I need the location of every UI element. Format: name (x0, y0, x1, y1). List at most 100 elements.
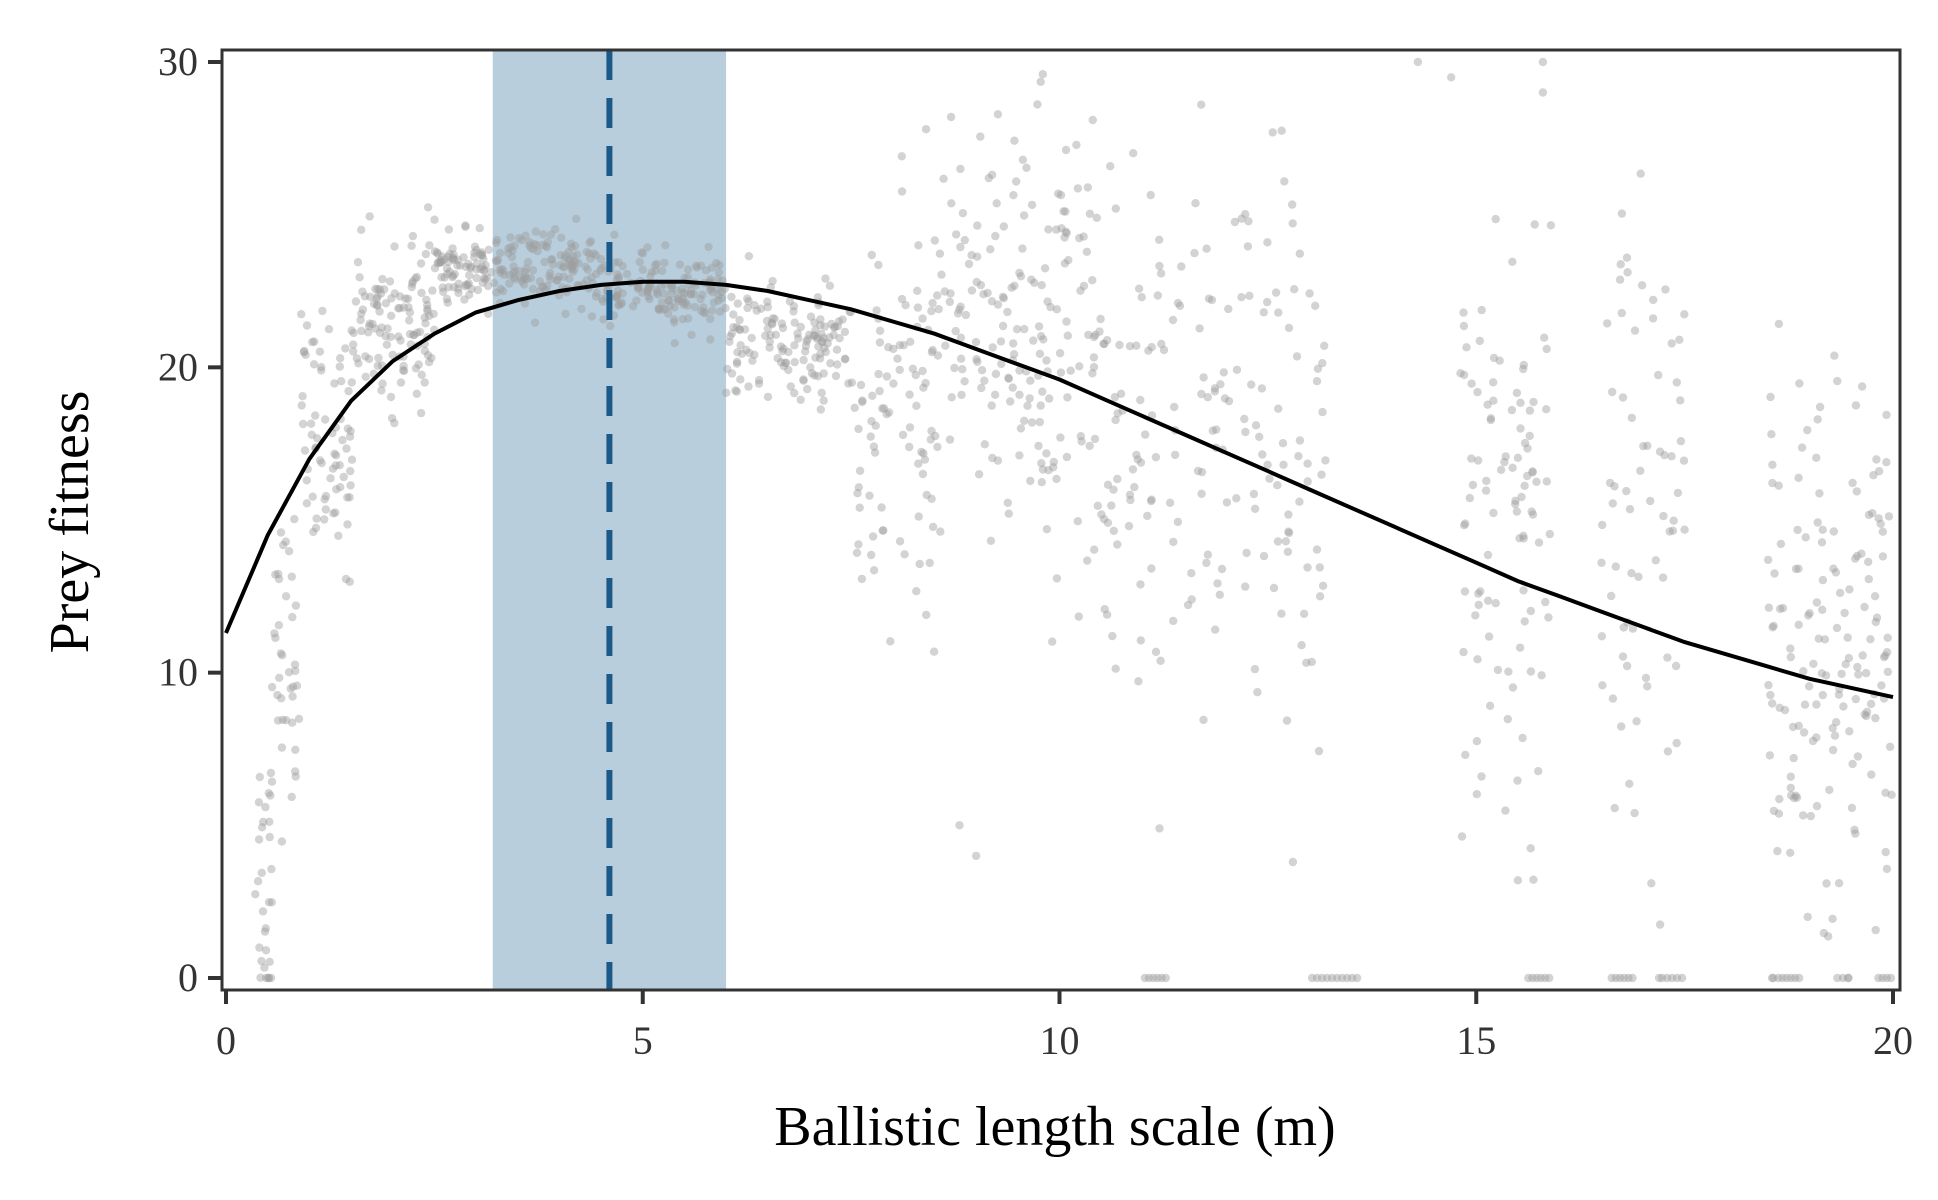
scatter-point (654, 304, 663, 313)
scatter-point (377, 323, 386, 332)
scatter-point (331, 508, 340, 517)
scatter-point (479, 266, 488, 275)
scatter-point (652, 259, 661, 269)
scatter-point (344, 386, 353, 396)
scatter-point (820, 322, 830, 331)
scatter-point (386, 311, 396, 320)
scatter-point (548, 255, 557, 264)
scatter-point (1832, 718, 1841, 727)
scatter-point (1230, 217, 1240, 227)
scatter-point (1132, 341, 1141, 350)
scatter-point (877, 503, 886, 512)
scatter-point (1015, 390, 1024, 399)
scatter-point (612, 291, 621, 301)
scatter-point (1843, 973, 1853, 983)
scatter-point (993, 110, 1003, 119)
scatter-point (709, 298, 719, 307)
scatter-point (810, 371, 819, 380)
scatter-point (1489, 353, 1499, 363)
scatter-point (422, 295, 431, 304)
scatter-point (514, 233, 524, 243)
scatter-point (1265, 474, 1274, 483)
scatter-point (1491, 214, 1500, 224)
scatter-point (1523, 444, 1532, 453)
scatter-point (1520, 438, 1530, 448)
scatter-point (1099, 515, 1109, 524)
scatter-point (349, 328, 358, 338)
scatter-point (999, 222, 1008, 231)
scatter-point (361, 372, 370, 381)
scatter-point (1295, 436, 1305, 445)
scatter-point (917, 447, 926, 457)
scatter-point (1869, 471, 1878, 480)
scatter-point (1284, 323, 1294, 333)
scatter-point (793, 329, 802, 338)
scatter-point (591, 292, 601, 301)
scatter-point (953, 309, 963, 318)
scatter-point (1073, 184, 1083, 193)
scatter-point (998, 321, 1008, 331)
scatter-point (612, 293, 621, 302)
scatter-point (1794, 620, 1803, 629)
scatter-point (678, 294, 688, 304)
scatter-point (1473, 387, 1482, 397)
scatter-point (1597, 632, 1607, 641)
scatter-point (790, 358, 799, 367)
scatter-point (1477, 305, 1486, 315)
scatter-point (946, 289, 955, 298)
scatter-point (706, 275, 715, 284)
scatter-point (838, 315, 847, 324)
scatter-point (1207, 295, 1217, 305)
scatter-point (1864, 510, 1874, 520)
scatter-point (1352, 973, 1362, 983)
scatter-point (1062, 317, 1071, 326)
scatter-point (1039, 335, 1048, 344)
scatter-point (1883, 667, 1893, 677)
scatter-point (801, 347, 810, 356)
scatter-point (1170, 402, 1179, 412)
scatter-point (1038, 387, 1047, 396)
scatter-point (1848, 478, 1857, 488)
scatter-point (1457, 832, 1467, 841)
scatter-point (622, 269, 632, 279)
scatter-point (1672, 378, 1682, 387)
scatter-point (308, 337, 317, 347)
scatter-point (372, 301, 382, 310)
scatter-point (436, 258, 445, 267)
scatter-point (912, 401, 921, 410)
scatter-point (1282, 716, 1292, 725)
scatter-point (1520, 617, 1529, 626)
scatter-point (940, 287, 949, 296)
scatter-point (1780, 705, 1790, 715)
scatter-point (1841, 660, 1850, 669)
scatter-point (818, 337, 827, 346)
scatter-point (481, 275, 490, 284)
scatter-point (1774, 319, 1784, 329)
scatter-point (725, 337, 734, 346)
scatter-point (357, 326, 366, 336)
scatter-point (1676, 437, 1686, 446)
scatter-point (1790, 793, 1799, 803)
scatter-point (369, 299, 379, 308)
scatter-point (343, 424, 353, 433)
scatter-point (698, 290, 707, 299)
scatter-point (1257, 384, 1267, 393)
scatter-point (991, 369, 1001, 379)
scatter-point (750, 301, 759, 310)
scatter-point (669, 315, 679, 324)
scatter-point (1281, 537, 1291, 546)
scatter-point (687, 330, 696, 339)
scatter-point (364, 354, 374, 364)
scatter-point (448, 271, 458, 280)
scatter-point (712, 258, 721, 268)
scatter-point (331, 461, 341, 470)
scatter-point (1313, 364, 1323, 373)
scatter-point (707, 263, 717, 272)
scatter-point (1161, 973, 1171, 983)
scatter-point (1669, 516, 1678, 525)
scatter-point (1314, 746, 1324, 756)
scatter-point (1467, 379, 1476, 388)
scatter-point (1515, 534, 1524, 543)
scatter-point (1882, 864, 1892, 874)
scatter-point (1627, 413, 1637, 423)
